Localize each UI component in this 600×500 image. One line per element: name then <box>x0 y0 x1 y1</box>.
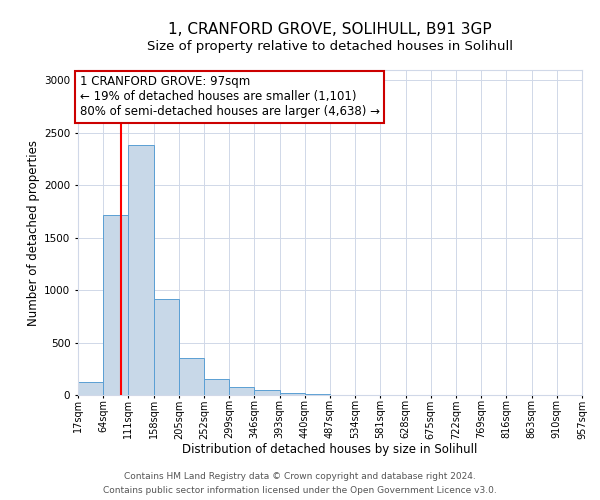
Text: 1, CRANFORD GROVE, SOLIHULL, B91 3GP: 1, CRANFORD GROVE, SOLIHULL, B91 3GP <box>168 22 492 38</box>
Text: 1 CRANFORD GROVE: 97sqm
← 19% of detached houses are smaller (1,101)
80% of semi: 1 CRANFORD GROVE: 97sqm ← 19% of detache… <box>80 75 380 118</box>
Text: Size of property relative to detached houses in Solihull: Size of property relative to detached ho… <box>147 40 513 53</box>
Bar <box>229 386 254 395</box>
Bar <box>128 146 154 395</box>
Text: Contains HM Land Registry data © Crown copyright and database right 2024.: Contains HM Land Registry data © Crown c… <box>124 472 476 481</box>
Bar <box>305 394 330 395</box>
Bar <box>103 214 128 395</box>
Bar <box>179 358 204 395</box>
Bar <box>204 379 229 395</box>
Text: Contains public sector information licensed under the Open Government Licence v3: Contains public sector information licen… <box>103 486 497 495</box>
Bar <box>280 394 305 395</box>
X-axis label: Distribution of detached houses by size in Solihull: Distribution of detached houses by size … <box>182 443 478 456</box>
Bar <box>154 298 179 395</box>
Bar <box>254 390 280 395</box>
Bar <box>78 382 103 395</box>
Y-axis label: Number of detached properties: Number of detached properties <box>27 140 40 326</box>
